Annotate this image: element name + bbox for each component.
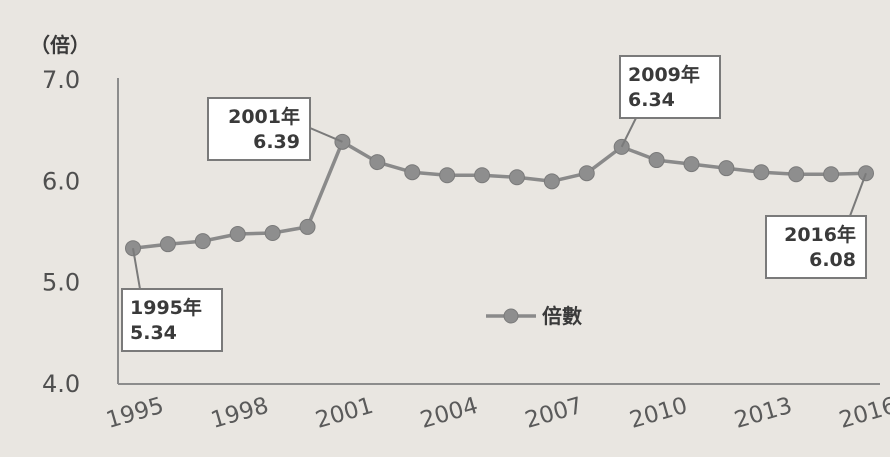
data-point-2006 bbox=[508, 169, 525, 186]
data-point-1998 bbox=[229, 226, 246, 243]
data-point-2008 bbox=[578, 165, 595, 182]
data-point-1996 bbox=[159, 236, 176, 253]
data-point-2000 bbox=[299, 218, 316, 235]
data-point-2014 bbox=[788, 166, 805, 183]
callout-value-2016: 6.08 bbox=[809, 249, 856, 271]
data-point-2003 bbox=[404, 164, 421, 181]
callout-value-1995: 5.34 bbox=[130, 322, 177, 344]
x-tick-label: 2007 bbox=[522, 393, 585, 434]
x-tick-label: 1998 bbox=[208, 393, 271, 434]
y-tick-label: 5.0 bbox=[42, 269, 80, 297]
data-point-2012 bbox=[718, 160, 735, 177]
legend-marker bbox=[503, 308, 519, 324]
data-point-2011 bbox=[683, 156, 700, 173]
callout-box-1995 bbox=[121, 288, 223, 352]
x-tick-label: 1995 bbox=[103, 393, 166, 434]
x-tick-label: 2010 bbox=[627, 393, 690, 434]
x-tick-labels: 1995 1998 2001 2004 2007 2010 2013 2016 bbox=[103, 393, 890, 434]
callout-box-2009 bbox=[619, 55, 721, 119]
callout-box-2016 bbox=[765, 215, 867, 279]
legend: 倍數 bbox=[486, 304, 582, 328]
data-point-2013 bbox=[753, 164, 770, 181]
y-tick-label: 4.0 bbox=[42, 370, 80, 398]
data-point-2010 bbox=[648, 152, 665, 169]
data-point-1999 bbox=[264, 225, 281, 242]
data-point-2002 bbox=[369, 154, 386, 171]
series-points bbox=[125, 133, 874, 257]
x-tick-label: 2004 bbox=[417, 393, 480, 434]
callout-year-2009: 2009年 bbox=[628, 63, 700, 86]
callouts: 1995年 5.34 2001年 6.39 2009年 6.34 2016年 6.08 bbox=[121, 55, 867, 352]
callout-leader-2016 bbox=[849, 172, 867, 217]
y-tick-label: 6.0 bbox=[42, 167, 80, 195]
data-point-2015 bbox=[823, 166, 840, 183]
data-point-2005 bbox=[474, 167, 491, 184]
x-tick-label: 2001 bbox=[313, 393, 376, 434]
callout-leader-2009 bbox=[620, 117, 637, 148]
x-tick-label: 2016 bbox=[836, 393, 890, 434]
callout-value-2009: 6.34 bbox=[628, 89, 675, 111]
callout-leader-2001 bbox=[309, 127, 343, 143]
y-tick-label: 7.0 bbox=[42, 66, 80, 94]
x-tick-label: 2013 bbox=[732, 393, 795, 434]
callout-value-2001: 6.39 bbox=[253, 131, 300, 153]
callout-year-1995: 1995年 bbox=[130, 296, 202, 319]
callout-box-2001 bbox=[207, 97, 311, 161]
callout-year-2016: 2016年 bbox=[784, 223, 856, 246]
data-point-1997 bbox=[194, 233, 211, 250]
callout-year-2001: 2001年 bbox=[228, 105, 300, 128]
y-axis-unit-label: （倍） bbox=[30, 33, 90, 57]
callout-leader-1995 bbox=[132, 248, 141, 290]
legend-label: 倍數 bbox=[542, 304, 582, 328]
data-point-2004 bbox=[439, 167, 456, 184]
y-tick-labels: 4.0 5.0 6.0 7.0 bbox=[42, 66, 80, 398]
data-point-2007 bbox=[543, 173, 560, 190]
series-line-倍數 bbox=[132, 140, 867, 250]
